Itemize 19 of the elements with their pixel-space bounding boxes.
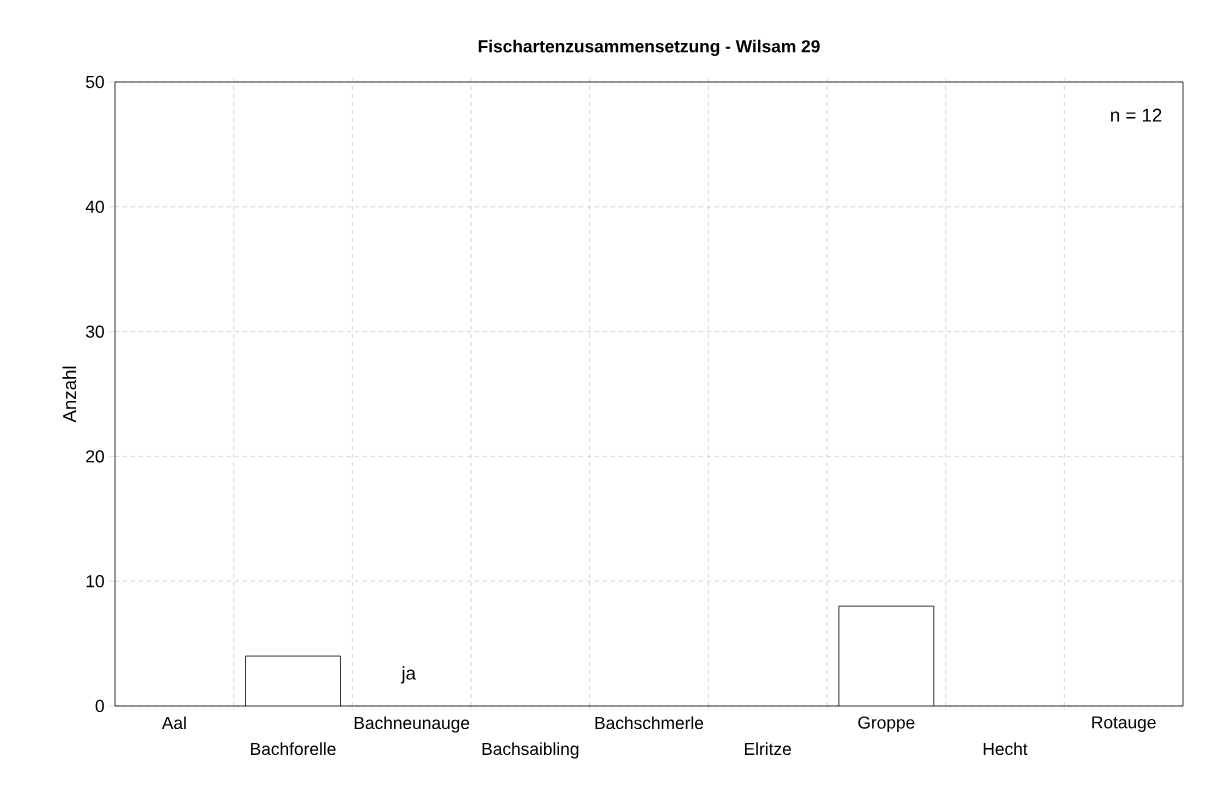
x-tick-label: Rotauge (1092, 716, 1156, 732)
annotation: ja (400, 666, 416, 684)
x-tick-label: Groppe (858, 716, 915, 733)
chart-title: Fischartenzusammensetzung - Wilsam 29 (478, 39, 820, 56)
y-tick-label: 10 (86, 575, 104, 588)
y-tick-label: 30 (86, 325, 104, 338)
x-tick-label: Bachschmerle (595, 716, 704, 730)
x-tick-label: Aal (161, 716, 186, 730)
x-tick-label: Bachneunauge (354, 716, 470, 733)
x-tick-label: Elritze (745, 742, 791, 756)
x-tick-label: Bachsaibling (482, 742, 579, 759)
y-axis-title: Anzahl (62, 366, 77, 423)
y-tick-label: 20 (86, 450, 104, 463)
y-tick-label: 0 (95, 699, 104, 713)
y-tick-label: 50 (86, 75, 104, 89)
x-tick-label: Hecht (983, 742, 1028, 756)
x-tick-label: Bachforelle (251, 742, 336, 756)
annotation: n = 12 (1111, 108, 1162, 122)
y-tick-label: 40 (85, 200, 104, 213)
